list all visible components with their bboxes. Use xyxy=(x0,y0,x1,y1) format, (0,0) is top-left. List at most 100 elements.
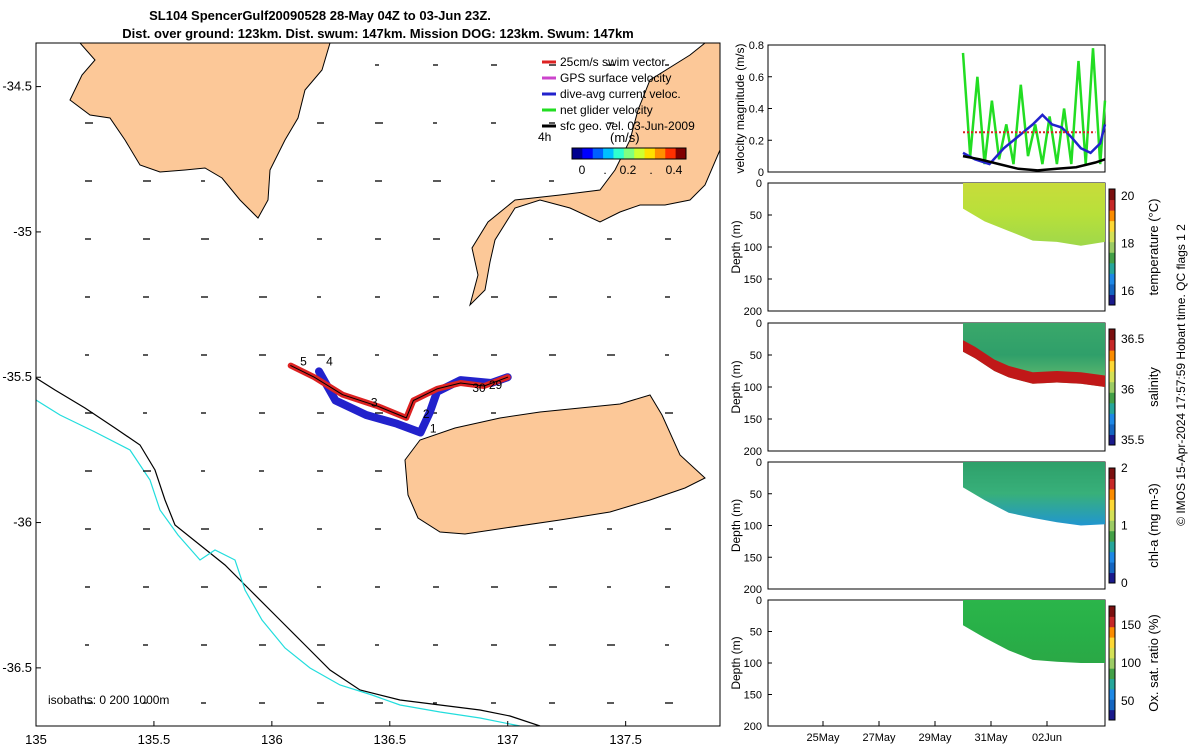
isobaths-label: isobaths: 0 200 1000m xyxy=(48,693,169,707)
chl-y-tick-label: 150 xyxy=(744,552,762,564)
temperature-colorbar-tick: 16 xyxy=(1121,284,1135,298)
map-y-tick-label: -36 xyxy=(13,515,32,530)
time-axis-tick-label: 25May xyxy=(806,732,840,744)
track-surface-geo-velocity xyxy=(290,365,509,419)
oxygen-y-tick-label: 200 xyxy=(744,721,762,733)
oxygen-colorbar-swatch xyxy=(1109,626,1115,638)
map-colorbar-swatch xyxy=(603,148,614,159)
temperature-colorbar-label: temperature (°C) xyxy=(1146,199,1161,296)
oxygen-y-tick-label: 0 xyxy=(756,595,762,607)
map-colorbar-tick: . xyxy=(603,163,606,177)
legend-label: sfc geo. vel. 03-Jun-2009 xyxy=(560,119,695,133)
chl-y-tick-label: 100 xyxy=(744,521,762,533)
oxygen-colorbar-swatch xyxy=(1109,678,1115,690)
day-labels: 5 4 3 30 29 21 xyxy=(300,355,502,436)
map-x-tick-label: 135.5 xyxy=(138,732,171,747)
map-y-tick-label: -35 xyxy=(13,224,32,239)
day-label: 5 xyxy=(300,355,307,369)
salinity-colorbar-swatch xyxy=(1109,402,1115,414)
velocity-y-tick-label: 0.6 xyxy=(749,72,764,84)
title-line-2: Dist. over ground: 123km. Dist. swum: 14… xyxy=(122,26,634,41)
oxygen-colorbar-label: Ox. sat. ratio (%) xyxy=(1146,614,1161,712)
salinity-colorbar-swatch xyxy=(1109,392,1115,404)
day-label: 3 xyxy=(371,395,378,409)
map-colorbar-swatch xyxy=(613,148,625,159)
footer-note: © IMOS 15-Apr-2024 17:57:59 Hobart time.… xyxy=(1174,224,1188,526)
day-label: 4 xyxy=(326,355,333,369)
map-y-tick-label: -34.5 xyxy=(2,79,32,94)
temperature-colorbar-swatch xyxy=(1109,210,1115,222)
map-colorbar-tick: . xyxy=(649,163,652,177)
map-x-tick-label: 137 xyxy=(497,732,519,747)
temperature-colorbar-swatch xyxy=(1109,283,1115,295)
salinity-colorbar-swatch xyxy=(1109,339,1115,351)
map-y-tick-label: -36.5 xyxy=(2,660,32,675)
map-colorbar-swatch xyxy=(644,148,656,159)
oxygen-colorbar-swatch xyxy=(1109,606,1115,617)
chl-colorbar-swatch xyxy=(1109,468,1115,479)
chl-colorbar-swatch xyxy=(1109,478,1115,490)
oxygen-colorbar-swatch xyxy=(1109,709,1115,721)
day-label: 2 xyxy=(423,407,430,421)
salinity-colorbar-swatch xyxy=(1109,413,1115,425)
temperature-colorbar-tick: 20 xyxy=(1121,189,1135,203)
map-colorbar-frame xyxy=(571,147,687,160)
oxygen-colorbar-tick: 50 xyxy=(1121,694,1135,708)
oxygen-y-tick-label: 50 xyxy=(750,627,762,639)
temperature-y-tick-label: 100 xyxy=(744,242,762,254)
chl-colorbar-tick: 1 xyxy=(1121,519,1128,533)
isobath-1000m xyxy=(36,399,521,726)
salinity-y-tick-label: 200 xyxy=(744,446,762,458)
oxygen-y-tick-label: 150 xyxy=(744,690,762,702)
chl-colorbar-swatch xyxy=(1109,488,1115,500)
map-colorbar-swatch xyxy=(572,148,583,159)
day-label: 30 xyxy=(472,381,486,395)
map-colorbar-swatch xyxy=(592,148,604,159)
map-colorbar-tick: 0.4 xyxy=(666,163,683,177)
chl-colorbar-swatch xyxy=(1109,562,1115,574)
oxygen-colorbar-swatch xyxy=(1109,699,1115,711)
temperature-y-tick-label: 0 xyxy=(756,178,762,190)
salinity-colorbar-swatch xyxy=(1109,360,1115,372)
map-colorbar-swatch xyxy=(654,148,666,159)
legend-label: dive-avg current veloc. xyxy=(560,87,681,101)
oxygen-colorbar-swatch xyxy=(1109,647,1115,659)
salinity-colorbar-tick: 35.5 xyxy=(1121,433,1145,447)
land-yorke-peninsula xyxy=(469,43,720,307)
map-y-tick-label: -35.5 xyxy=(2,369,32,384)
temperature-panel: 0 50 100 150 200 Depth (m) 16 18 20 temperature (… xyxy=(729,178,1161,318)
salinity-panel: 0 50 100 150 200 Depth (m) 35.5 36 36.5 salinity xyxy=(729,318,1161,458)
velocity-ylabel: velocity magnitude (m/s) xyxy=(733,43,747,173)
legend-label: net glider velocity xyxy=(560,103,653,117)
oxygen-colorbar-swatch xyxy=(1109,668,1115,680)
oxygen-colorbar-swatch xyxy=(1109,688,1115,700)
salinity-colorbar-swatch xyxy=(1109,350,1115,362)
chl-y-tick-label: 50 xyxy=(750,489,762,501)
chl-colorbar-tick: 2 xyxy=(1121,461,1128,475)
oxygen-panel: 0 50 100 150 200 Depth (m) 50 100 150 Ox. sat. ra… xyxy=(729,595,1161,733)
chl-y-tick-label: 200 xyxy=(744,584,762,596)
glider-tracks xyxy=(287,362,512,437)
temperature-colorbar-tick: 18 xyxy=(1121,236,1135,250)
temperature-colorbar-swatch xyxy=(1109,220,1115,232)
map-colorbar-swatch xyxy=(582,148,594,159)
land-eyre-peninsula xyxy=(69,43,331,219)
chl-colorbar-swatch xyxy=(1109,541,1115,553)
salinity-colorbar-tick: 36.5 xyxy=(1121,332,1145,346)
time-axis-tick-label: 31May xyxy=(974,732,1008,744)
map-colorbar-tick: 0.2 xyxy=(620,163,637,177)
chl-data-field xyxy=(963,462,1105,526)
oxygen-colorbar-frame xyxy=(1108,605,1116,721)
colorbar-label: (m/s) xyxy=(610,130,640,145)
time-axis-tick-label: 27May xyxy=(862,732,896,744)
chl-colorbar-frame xyxy=(1108,467,1116,584)
temperature-colorbar-swatch xyxy=(1109,273,1115,285)
oxygen-data-field xyxy=(963,600,1105,663)
track-dive-avg-current xyxy=(315,367,512,437)
map-legend: 25cm/s swim vector GPS surface velocity di… xyxy=(542,55,695,133)
temperature-y-tick-label: 50 xyxy=(750,210,762,222)
salinity-colorbar-swatch xyxy=(1109,371,1115,383)
salinity-colorbar-swatch xyxy=(1109,434,1115,446)
map-x-tick-label: 136 xyxy=(261,732,283,747)
